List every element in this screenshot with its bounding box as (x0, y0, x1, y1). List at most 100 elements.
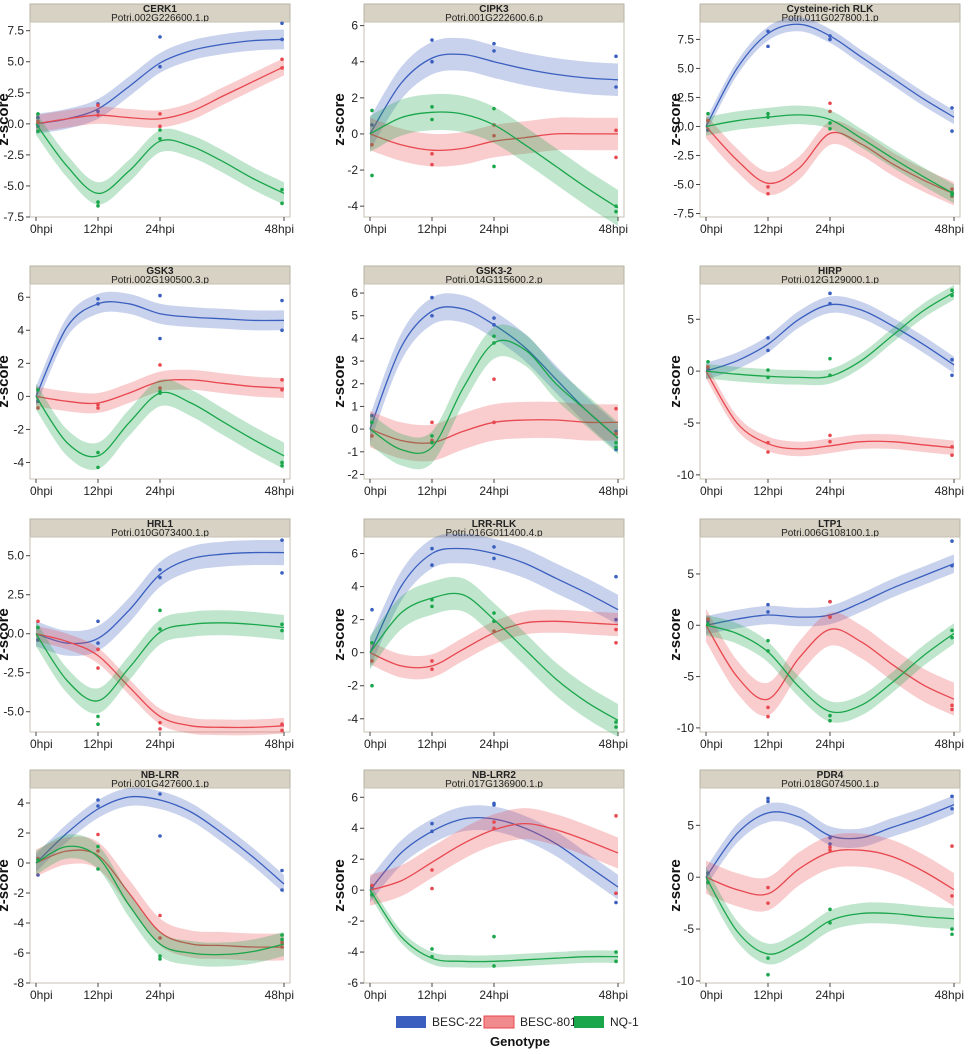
data-point (706, 871, 710, 875)
data-point (430, 667, 434, 672)
data-point (370, 413, 374, 418)
trend-line (35, 551, 285, 645)
data-point (766, 115, 770, 119)
data-point (614, 720, 618, 724)
y-tick-label: -5 (683, 670, 694, 684)
y-tick-label: 5 (351, 309, 358, 323)
data-point (828, 907, 832, 912)
trend-line (369, 53, 619, 135)
data-point (828, 848, 832, 853)
data-point (614, 725, 618, 729)
x-tick-label: 12hpi (83, 222, 112, 236)
y-tick-label: 0 (687, 618, 694, 632)
data-point (492, 820, 496, 824)
x-tick-label: 48hpi (265, 988, 294, 1002)
data-point (492, 133, 496, 138)
y-tick-label: 2.5 (677, 90, 694, 104)
data-point (614, 204, 618, 208)
data-point (158, 363, 162, 367)
data-point (828, 439, 832, 444)
x-tick-label: 0hpi (364, 484, 387, 498)
trend-line (705, 849, 955, 896)
y-tick-label: -6 (13, 946, 24, 960)
data-point (280, 378, 284, 382)
data-point (158, 112, 162, 116)
data-point (430, 152, 434, 156)
data-point (950, 628, 954, 633)
y-axis-label: z-score (667, 93, 684, 146)
data-point (828, 615, 832, 619)
data-point (492, 334, 496, 338)
data-point (828, 356, 832, 361)
data-point (370, 420, 374, 425)
data-point (36, 625, 40, 630)
x-tick-label: 12hpi (753, 484, 782, 498)
trend-line (369, 111, 619, 209)
data-point (766, 602, 770, 607)
data-point (430, 546, 434, 551)
data-point (158, 575, 162, 580)
x-tick-label: 24hpi (479, 737, 508, 751)
panel-subtitle: Potri.011G027800.1.p (781, 13, 879, 24)
data-point (766, 972, 770, 977)
data-point (158, 128, 162, 132)
x-tick-label: 0hpi (700, 988, 723, 1002)
data-point (280, 463, 284, 468)
y-axis-label: z-score (331, 93, 348, 146)
data-point (430, 597, 434, 602)
data-point (36, 119, 40, 124)
data-point (766, 714, 770, 719)
data-point (614, 155, 618, 160)
x-tick-label: 0hpi (700, 484, 723, 498)
x-tick-label: 12hpi (83, 988, 112, 1002)
data-point (96, 666, 100, 670)
x-tick-label: 48hpi (265, 737, 294, 751)
y-tick-label: 2 (351, 91, 358, 105)
y-tick-label: -4 (13, 916, 24, 930)
y-tick-label: 0.0 (7, 627, 24, 641)
x-tick-label: 0hpi (364, 988, 387, 1002)
panel-title: NB-LRR (141, 770, 180, 781)
y-tick-label: 2.5 (7, 588, 24, 602)
data-point (706, 365, 710, 369)
y-tick-label: 6 (351, 286, 358, 300)
data-point (280, 538, 284, 542)
y-tick-label: 0 (351, 883, 358, 897)
x-tick-label: 12hpi (753, 222, 782, 236)
legend-label-besc22: BESC-22 (432, 1015, 482, 1029)
data-point (492, 611, 496, 615)
y-tick-label: -7.5 (3, 210, 24, 224)
y-tick-label: 0 (17, 856, 24, 870)
x-tick-label: 0hpi (30, 988, 53, 1002)
confidence-band (706, 795, 954, 887)
data-point (158, 124, 162, 129)
x-tick-label: 24hpi (815, 484, 844, 498)
panel-subtitle: Potri.002G190500.3.p (111, 275, 209, 286)
data-point (766, 885, 770, 890)
data-point (96, 200, 100, 204)
data-point (706, 617, 710, 621)
data-point (950, 106, 954, 110)
data-point (96, 714, 100, 719)
panel-subtitle: Potri.006G108100.1.p (781, 528, 879, 539)
data-point (158, 834, 162, 838)
y-tick-label: -2 (347, 163, 358, 177)
data-point (96, 832, 100, 837)
x-tick-label: 48hpi (935, 737, 964, 751)
legend-label-nq1: NQ-1 (610, 1015, 639, 1029)
data-point (828, 713, 832, 718)
panel-subtitle: Potri.014G115600.2.p (445, 275, 543, 286)
data-point (280, 187, 284, 192)
panel-subtitle: Potri.018G074500.1.p (781, 779, 879, 790)
data-point (950, 794, 954, 799)
panel-subtitle: Potri.002G226600.1.p (111, 13, 209, 24)
data-point (828, 433, 832, 438)
trend-line (705, 624, 955, 714)
data-point (950, 539, 954, 543)
data-point (96, 804, 100, 808)
x-tick-label: 48hpi (935, 222, 964, 236)
series-nq-1 (705, 615, 955, 723)
